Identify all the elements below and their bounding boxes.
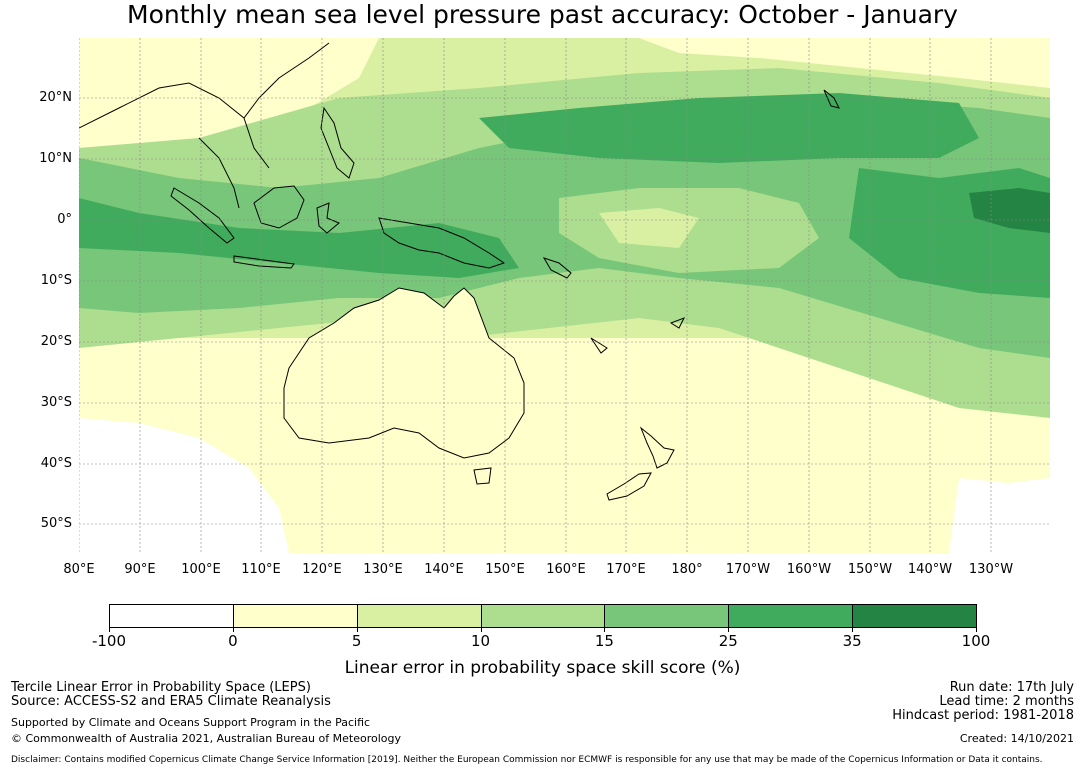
footer-source: Source: ACCESS-S2 and ERA5 Climate Reana… <box>11 694 331 709</box>
colorbar-tick <box>356 628 358 632</box>
latitude-label: 10°S <box>40 273 72 288</box>
longitude-label: 110°E <box>241 562 281 577</box>
colorbar-segment <box>481 605 606 627</box>
colorbar-tick-label: -100 <box>91 632 127 650</box>
latitude-label: 50°S <box>40 516 72 531</box>
footer-disclaimer: Disclaimer: Contains modified Copernicus… <box>11 755 1043 765</box>
longitude-label: 160°W <box>786 562 832 577</box>
australia-land <box>283 287 525 459</box>
warm-pool-high-skill <box>79 198 519 278</box>
footer-copyright: © Commonwealth of Australia 2021, Austra… <box>11 732 401 745</box>
colorbar-tick-label: 100 <box>961 632 991 650</box>
small-island <box>590 337 608 354</box>
longitude-label: 130°W <box>968 562 1014 577</box>
longitude-label: 80°E <box>63 562 95 577</box>
southern-ocean-no-skill <box>949 478 1050 553</box>
longitude-label: 130°E <box>363 562 403 577</box>
longitude-label: 100°E <box>181 562 221 577</box>
footer-run-date: Run date: 17th July <box>949 680 1074 695</box>
colorbar-tick <box>604 628 606 632</box>
longitude-label: 150°W <box>847 562 893 577</box>
north-pacific-low-skill <box>639 38 1050 88</box>
colorbar-segment <box>729 605 854 627</box>
colorbar-segment <box>357 605 482 627</box>
small-island <box>542 257 572 279</box>
new-guinea-land <box>378 217 506 269</box>
latitude-label: 20°N <box>39 90 72 105</box>
central-pacific-very-high-skill <box>969 188 1050 233</box>
longitude-label: 120°E <box>302 562 342 577</box>
latitude-label: 10°N <box>39 151 72 166</box>
longitude-label: 180° <box>671 562 703 577</box>
asia-low-skill <box>79 38 379 168</box>
borneo-land <box>253 185 305 229</box>
philippines-land <box>320 106 355 179</box>
colorbar-tick-label: 10 <box>471 632 491 650</box>
longitude-label: 160°E <box>546 562 586 577</box>
new-zealand-north-island <box>639 426 675 469</box>
colorbar-tick <box>976 628 977 632</box>
tasmania-land <box>473 467 492 485</box>
longitude-label: 140°W <box>907 562 953 577</box>
footer-leps: Tercile Linear Error in Probability Spac… <box>11 680 311 695</box>
colorbar-tick <box>109 628 110 632</box>
colorbar-tick <box>232 628 234 632</box>
skill-score-map <box>79 38 1050 553</box>
latitude-label: 40°S <box>40 456 72 471</box>
colorbar-tick <box>728 628 730 632</box>
colorbar <box>109 604 977 628</box>
colorbar-title: Linear error in probability space skill … <box>344 658 741 678</box>
new-zealand-south-island <box>606 472 652 501</box>
small-island <box>823 89 840 109</box>
latitude-label: 30°S <box>40 395 72 410</box>
map-title: Monthly mean sea level pressure past acc… <box>127 0 958 29</box>
footer-supported: Supported by Climate and Oceans Support … <box>11 716 371 729</box>
colorbar-tick-label: 15 <box>594 632 614 650</box>
colorbar-segment <box>233 605 358 627</box>
colorbar-segment <box>110 605 234 627</box>
colorbar-tick-label: 0 <box>228 632 238 650</box>
north-pacific-high-skill <box>479 93 979 163</box>
longitude-label: 150°E <box>485 562 525 577</box>
sumatra-land <box>170 187 235 244</box>
small-island <box>669 317 686 329</box>
colorbar-segment <box>853 605 977 627</box>
colorbar-tick-label: 35 <box>842 632 862 650</box>
java-land <box>233 255 295 269</box>
footer-lead-time: Lead time: 2 months <box>939 694 1074 709</box>
colorbar-segment <box>605 605 730 627</box>
colorbar-tick <box>852 628 854 632</box>
footer-created: Created: 14/10/2021 <box>959 732 1074 745</box>
equatorial-light-patch-inner <box>599 208 699 248</box>
longitude-label: 140°E <box>424 562 464 577</box>
longitude-label: 170°E <box>606 562 646 577</box>
colorbar-tick-label: 25 <box>718 632 738 650</box>
sulawesi-land <box>316 202 340 234</box>
southern-ocean-no-skill <box>79 418 289 553</box>
footer-hindcast: Hindcast period: 1981-2018 <box>892 708 1074 723</box>
longitude-label: 90°E <box>124 562 156 577</box>
latitude-label: 20°S <box>40 334 72 349</box>
longitude-label: 170°W <box>725 562 771 577</box>
colorbar-tick-label: 5 <box>351 632 362 650</box>
latitude-label: 0° <box>57 212 72 227</box>
colorbar-tick <box>480 628 482 632</box>
